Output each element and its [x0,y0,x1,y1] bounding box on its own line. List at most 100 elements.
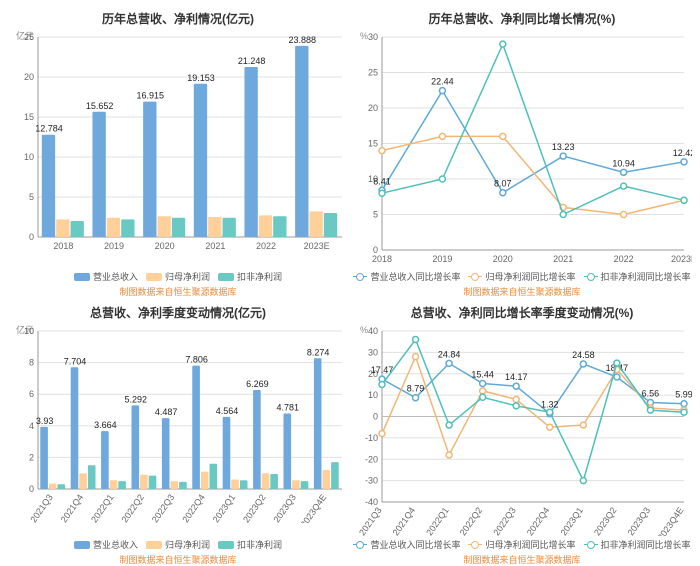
svg-text:2022Q3: 2022Q3 [150,492,177,523]
svg-text:6: 6 [29,389,34,399]
svg-text:25: 25 [368,68,378,78]
svg-text:2021Q3: 2021Q3 [28,492,55,523]
svg-text:8.07: 8.07 [494,179,512,189]
panel-annual-growth: 历年总营收、净利同比增长情况(%) %0510152025308.4122.44… [352,8,692,298]
chart-canvas-1: 亿元051015202512.78415.65216.91519.15321.2… [8,31,348,268]
svg-text:2018: 2018 [53,241,73,251]
svg-text:14.17: 14.17 [505,372,528,382]
legend-4: 营业总收入同比增长率归母净利润同比增长率扣非净利润同比增长率 [352,538,692,551]
svg-text:2023Q1: 2023Q1 [558,505,585,536]
legend-label: 营业总收入同比增长率 [370,270,460,283]
svg-text:16.915: 16.915 [137,91,165,101]
legend-2: 营业总收入同比增长率归母净利润同比增长率扣非净利润同比增长率 [352,270,692,283]
svg-text:2023Q2: 2023Q2 [592,505,619,536]
svg-text:%: % [360,325,368,335]
svg-text:10: 10 [24,326,34,336]
legend-item: 归母净利润 [146,538,210,551]
svg-text:2019: 2019 [432,254,452,264]
svg-text:20: 20 [368,103,378,113]
legend-item: 归母净利润 [146,270,210,283]
legend-swatch [353,276,367,277]
legend-label: 扣非净利润 [237,270,282,283]
svg-text:-20: -20 [365,454,378,464]
svg-text:2021: 2021 [553,254,573,264]
svg-text:21.248: 21.248 [238,56,266,66]
legend-item: 归母净利润同比增长率 [468,538,575,551]
svg-text:6.56: 6.56 [642,388,660,398]
svg-text:2021Q4: 2021Q4 [391,505,418,536]
credit-text: 制图数据来自恒生聚源数据库 [8,553,348,566]
svg-text:19.153: 19.153 [187,73,215,83]
legend-swatch [146,541,162,549]
svg-text:6.269: 6.269 [246,379,269,389]
legend-item: 营业总收入 [74,538,138,551]
svg-text:2023Q3: 2023Q3 [626,505,653,536]
legend-item: 扣非净利润 [218,538,282,551]
legend-label: 营业总收入 [93,538,138,551]
svg-text:2022: 2022 [256,241,276,251]
legend-swatch [584,544,598,545]
legend-1: 营业总收入归母净利润扣非净利润 [8,270,348,283]
svg-text:8.274: 8.274 [307,347,330,357]
svg-text:-40: -40 [365,497,378,507]
svg-text:0: 0 [373,412,378,422]
legend-label: 归母净利润 [165,538,210,551]
svg-text:2022: 2022 [614,254,634,264]
svg-text:30: 30 [368,32,378,42]
svg-text:12.42: 12.42 [673,148,692,158]
legend-item: 营业总收入同比增长率 [353,270,460,283]
svg-text:8.79: 8.79 [407,384,425,394]
legend-swatch [146,273,162,281]
chart-canvas-2: %0510152025308.4122.448.0713.2310.9412.4… [352,31,692,268]
svg-text:23.888: 23.888 [289,35,317,45]
svg-text:4: 4 [29,421,34,431]
legend-swatch [584,276,598,277]
svg-text:7.704: 7.704 [64,356,87,366]
chart-title: 历年总营收、净利同比增长情况(%) [352,10,692,27]
svg-text:5: 5 [29,192,34,202]
legend-swatch [74,273,90,281]
svg-text:3.93: 3.93 [36,416,54,426]
svg-text:25: 25 [24,32,34,42]
svg-text:15: 15 [368,139,378,149]
svg-text:2023Q2: 2023Q2 [241,492,268,523]
svg-text:5: 5 [373,210,378,220]
svg-text:4.487: 4.487 [155,407,178,417]
legend-item: 扣非净利润 [218,270,282,283]
svg-text:2021Q4: 2021Q4 [59,492,86,523]
legend-swatch [218,273,234,281]
svg-text:15: 15 [24,112,34,122]
chart-canvas-4: %-40-30-20-1001020304017.478.7924.8415.4… [352,325,692,536]
svg-text:2020: 2020 [155,241,175,251]
panel-annual-revenue: 历年总营收、净利情况(亿元) 亿元051015202512.78415.6521… [8,8,348,298]
svg-text:24.58: 24.58 [572,350,595,360]
legend-swatch [218,541,234,549]
svg-text:4.564: 4.564 [216,406,239,416]
svg-text:10: 10 [368,390,378,400]
svg-text:8: 8 [29,358,34,368]
svg-text:2018: 2018 [372,254,392,264]
panel-quarterly-revenue: 总营收、净利季度变动情况(亿元) 亿元02468103.937.7043.664… [8,302,348,566]
legend-swatch [353,544,367,545]
chart-title: 总营收、净利同比增长率季度变动情况(%) [352,304,692,321]
legend-label: 归母净利润 [165,270,210,283]
svg-text:10.94: 10.94 [612,158,635,168]
svg-text:2023E: 2023E [304,241,330,251]
svg-text:22.44: 22.44 [431,77,454,87]
svg-text:40: 40 [368,326,378,336]
chart-title: 总营收、净利季度变动情况(亿元) [8,304,348,321]
svg-text:2023E: 2023E [671,254,692,264]
svg-text:2021: 2021 [205,241,225,251]
svg-text:2022Q3: 2022Q3 [491,505,518,536]
svg-text:2023Q3: 2023Q3 [271,492,298,523]
svg-text:2020: 2020 [493,254,513,264]
legend-3: 营业总收入 归母净利润 扣非净利润 [8,538,348,551]
legend-label: 扣非净利润 [237,538,282,551]
svg-text:3.664: 3.664 [94,420,117,430]
svg-text:2: 2 [29,452,34,462]
credit-text: 制图数据来自恒生聚源数据库 [352,553,692,566]
svg-text:2022Q4: 2022Q4 [180,492,207,523]
svg-text:15.652: 15.652 [86,101,114,111]
legend-swatch [74,541,90,549]
svg-text:-10: -10 [365,433,378,443]
